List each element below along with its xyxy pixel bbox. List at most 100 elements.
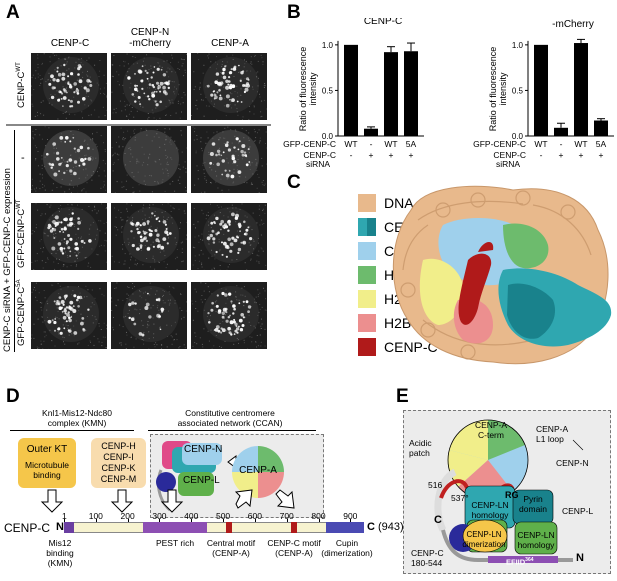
title-underline-kmn [10, 430, 134, 431]
efiid-label: EFIID364 [506, 557, 534, 567]
rg-label: RG [505, 490, 519, 500]
row2-label-b: siRNA [496, 159, 520, 169]
row1-label: GFP-CENP-C [473, 139, 526, 149]
domain-tick-label: 700 [279, 511, 294, 521]
row-label-5a: GFP-CENP-C5A [16, 279, 28, 346]
bar [534, 44, 548, 136]
x-tick-label: WT [574, 139, 587, 149]
y-tick-label: 0.0 [322, 132, 334, 141]
cenpa-l1-label: CENP-A L1 loop [536, 424, 569, 444]
chart-title: -mCherry [552, 19, 594, 30]
chart-title: CENP-C [364, 18, 402, 27]
protein-label: CENP-C [4, 521, 51, 535]
micrograph-tile [191, 203, 267, 270]
region-pest-label: PEST rich [155, 538, 195, 548]
siRNA-mark: + [559, 150, 564, 160]
n-label-e: N [576, 552, 584, 564]
domain-tick [254, 519, 256, 522]
y-tick-label: 0.5 [512, 86, 524, 95]
micrograph-tile [31, 126, 107, 193]
row-label-dash: - [21, 152, 25, 164]
domain-cenpc-motif [291, 522, 297, 533]
legend-swatch [358, 194, 376, 212]
siRNA-mark: - [540, 150, 543, 160]
micrograph-tile [191, 126, 267, 193]
cenp-n-label: CENP-N [184, 444, 223, 455]
ccan-title: Constitutive centromere associated netwo… [177, 408, 283, 428]
ln-dimer-label: CENP-LN dimerization [462, 530, 506, 549]
cenpl-label-e: CENP-L [562, 506, 594, 516]
outer-kt-label: Outer KT [26, 444, 68, 455]
panel-e-diagram [434, 419, 584, 563]
row2-label-a: CENP-C [493, 150, 526, 160]
domain-tick [95, 519, 97, 522]
pyrin-label: Pyrin domain [519, 494, 547, 514]
siRNA-mark: + [599, 150, 604, 160]
legend-swatch [358, 242, 376, 260]
legend-item: H2B [358, 314, 411, 332]
domain-tick-label: 800 [311, 511, 326, 521]
domain-tick-label: 1 [61, 511, 67, 521]
x-tick-label: WT [344, 139, 357, 149]
domain-cupin [326, 522, 364, 533]
siRNA-mark: + [389, 150, 394, 160]
panel-label-a: A [6, 2, 20, 23]
group-label: CENP-C siRNA + GFP-CENP-C expression [2, 168, 13, 352]
row2-label-b: siRNA [306, 159, 330, 169]
ccan-list: CENP-H CENP-I CENP-K CENP-M [100, 441, 137, 484]
domain-tick-label: 300 [152, 511, 167, 521]
domain-tick [286, 519, 288, 522]
bar [554, 127, 568, 136]
legend-label: H2B [384, 315, 412, 331]
domain-tick [223, 519, 225, 522]
domain-tick-label: 900 [343, 511, 358, 521]
c-label-e: C [434, 514, 442, 526]
domain-tick [64, 519, 66, 522]
bar [344, 44, 358, 136]
cenp-a-label: CENP-A [239, 465, 277, 476]
ln-homology-label: CENP-LN homology [471, 500, 509, 520]
x-tick-label: WT [534, 139, 547, 149]
micrograph-tile [111, 53, 187, 120]
domain-central [226, 522, 232, 533]
domain-tick-label: 600 [247, 511, 262, 521]
cenpc-range-label: CENP-C 180-544 [411, 548, 444, 568]
siRNA-mark: + [369, 150, 374, 160]
domain-tick-label: 500 [215, 511, 231, 521]
bar [384, 52, 398, 136]
group-bracket [14, 130, 15, 352]
legend-swatch [358, 314, 376, 332]
cenpa-cterm-label: CENP-A C-term [474, 420, 508, 440]
col-header-cenp-a: CENP-A [211, 38, 249, 49]
domain-tick-label: 100 [88, 511, 103, 521]
legend-item: DNA [358, 194, 414, 212]
row1-label: GFP-CENP-C [283, 139, 336, 149]
legend-item: CENP-C [358, 338, 438, 356]
col-header-cenp-c: CENP-C [50, 38, 90, 49]
col-header-cenp-n: CENP-N -mCherry [129, 27, 171, 49]
y-tick-label: 1.0 [322, 41, 334, 50]
c-terminus: C (943) [367, 521, 404, 533]
residue-516: 516 [428, 480, 443, 490]
domain-tick [191, 519, 193, 522]
panel-label-b: B [287, 2, 301, 23]
bar [404, 51, 418, 136]
bar [574, 43, 588, 136]
domain-tick [127, 519, 129, 522]
kmn-title: Knl1-Mis12-Ndc80 complex (KMN) [42, 408, 112, 428]
x-tick-label: - [560, 139, 563, 149]
region-cenpc-motif-label: CENP-C motif (CENP-A) [267, 538, 321, 558]
row-divider [6, 124, 271, 126]
micrograph-tile [111, 203, 187, 270]
ccan-box [91, 438, 146, 488]
domain-tick [318, 519, 320, 522]
nucleosome-structure [392, 185, 612, 365]
region-mis12-label: Mis12 binding (KMN) [46, 538, 74, 568]
panel-label-d: D [6, 386, 20, 407]
domain-mis12 [64, 522, 74, 533]
legend-swatch [358, 338, 376, 356]
y-tick-label: 0.0 [512, 132, 524, 141]
micrograph-tile [191, 282, 267, 349]
y-axis-label-line1: Ratio of fluorescence [298, 47, 308, 132]
